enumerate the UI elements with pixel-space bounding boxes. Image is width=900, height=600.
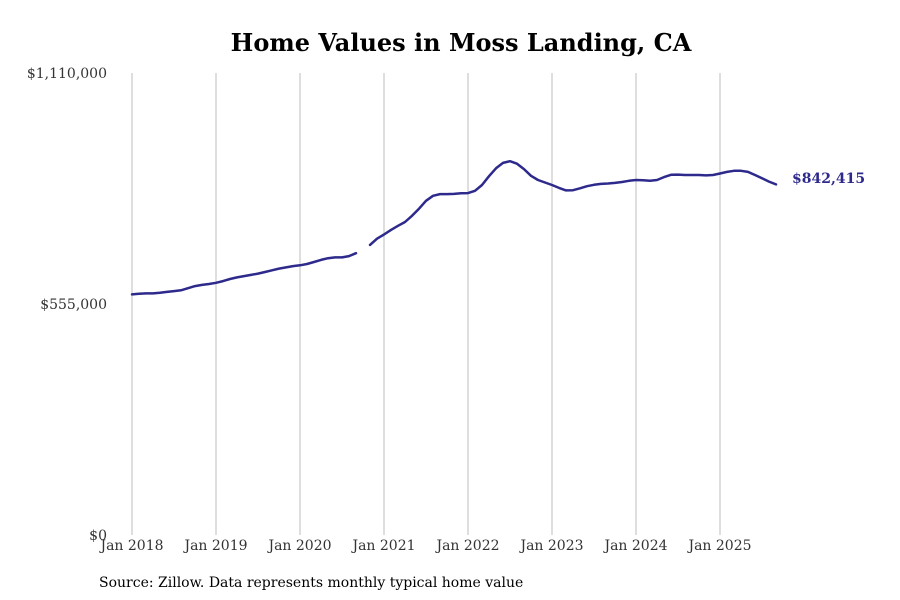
- x-axis-ticks: Jan 2018 Jan 2019 Jan 2020 Jan 2021 Jan 2022…: [98, 538, 751, 554]
- x-tick-label: Jan 2019: [182, 538, 247, 554]
- last-value-label: $842,415: [792, 171, 865, 187]
- y-tick-label: $555,000: [40, 297, 107, 313]
- series-line-segment-0-0: [130, 251, 358, 296]
- y-tick-label: $1,110,000: [27, 66, 107, 82]
- source-note: Source: Zillow. Data represents monthly …: [99, 575, 523, 591]
- x-tick-label: Jan 2024: [602, 538, 667, 554]
- x-tick-label: Jan 2022: [434, 538, 499, 554]
- series-line-segment-0-1: [368, 159, 778, 247]
- series-group: [130, 159, 778, 296]
- x-tick-label: Jan 2023: [518, 538, 583, 554]
- x-tick-label: Jan 2020: [266, 538, 331, 554]
- grid-lines: [131, 73, 721, 535]
- x-tick-label: Jan 2021: [350, 538, 415, 554]
- x-tick-label: Jan 2025: [686, 538, 751, 554]
- y-tick-label: $0: [89, 528, 107, 544]
- x-tick-label: Jan 2018: [98, 538, 163, 554]
- y-axis-ticks: $0 $555,000 $1,110,000: [27, 66, 107, 544]
- chart-title: Home Values in Moss Landing, CA: [231, 28, 692, 57]
